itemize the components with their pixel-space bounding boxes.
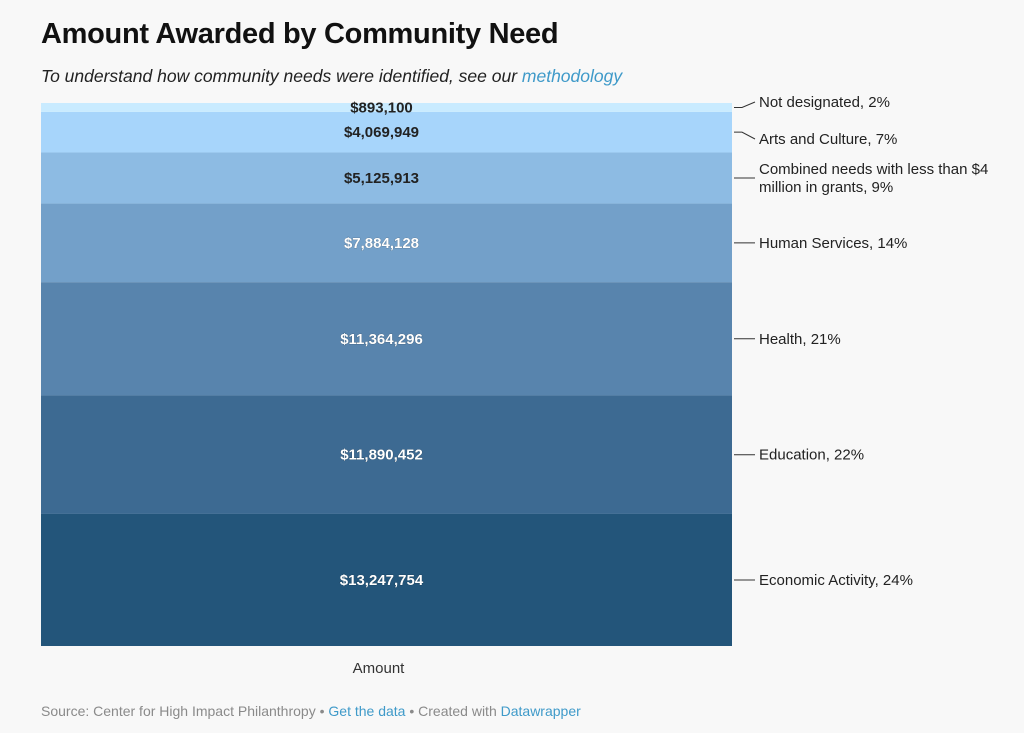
category-label: Combined needs with less than $4 million … xyxy=(759,161,988,196)
footer-separator: • xyxy=(315,703,329,719)
datawrapper-link[interactable]: Datawrapper xyxy=(500,703,581,719)
segment-value-label: $5,125,913 xyxy=(344,170,419,187)
created-with-text: • Created with xyxy=(405,703,501,719)
get-the-data-link[interactable]: Get the data xyxy=(328,703,406,719)
segment-value-label: $893,100 xyxy=(350,99,413,116)
segment-value-label: $4,069,949 xyxy=(344,124,419,141)
leader-line xyxy=(734,131,756,140)
chart-footer: Source: Center for High Impact Philanthr… xyxy=(41,703,581,719)
category-label: Arts and Culture, 7% xyxy=(759,131,897,148)
bar-segment-health[interactable] xyxy=(41,282,732,396)
bar-segment-combined-needs-with-less-than-4-million-in-grants[interactable] xyxy=(41,152,732,204)
bar-segment-not-designated[interactable] xyxy=(41,103,732,112)
stacked-bar-chart: $13,247,754 $11,890,452 $11,364,296 $7,884,… xyxy=(41,94,988,677)
category-label: Education, 22% xyxy=(759,447,864,464)
segment-value-label: $7,884,128 xyxy=(344,235,419,252)
x-axis-category-label: Amount xyxy=(353,660,406,677)
source-text: Source: Center for High Impact Philanthr… xyxy=(41,703,316,719)
category-label: Not designated, 2% xyxy=(759,94,890,111)
category-label: Human Services, 14% xyxy=(759,235,907,252)
bar-segment-education[interactable] xyxy=(41,395,732,514)
subtitle-text: To understand how community needs were i… xyxy=(41,66,522,86)
chart-title: Amount Awarded by Community Need xyxy=(41,18,559,50)
bar-segment-economic-activity[interactable] xyxy=(41,513,732,646)
segment-value-label: $11,364,296 xyxy=(340,331,423,348)
segment-value-label: $13,247,754 xyxy=(340,572,424,589)
category-label: Health, 21% xyxy=(759,331,841,348)
category-label: Economic Activity, 24% xyxy=(759,572,913,589)
category-label-line: million in grants, 9% xyxy=(759,179,893,196)
segment-value-label: $11,890,452 xyxy=(340,447,423,464)
methodology-link[interactable]: methodology xyxy=(521,66,623,86)
bar-segment-human-services[interactable] xyxy=(41,203,732,283)
leader-line xyxy=(734,101,756,108)
category-label-line: Combined needs with less than $4 xyxy=(759,161,988,178)
chart-subtitle: To understand how community needs were i… xyxy=(41,66,622,87)
bar-segment-arts-and-culture[interactable] xyxy=(41,111,732,153)
